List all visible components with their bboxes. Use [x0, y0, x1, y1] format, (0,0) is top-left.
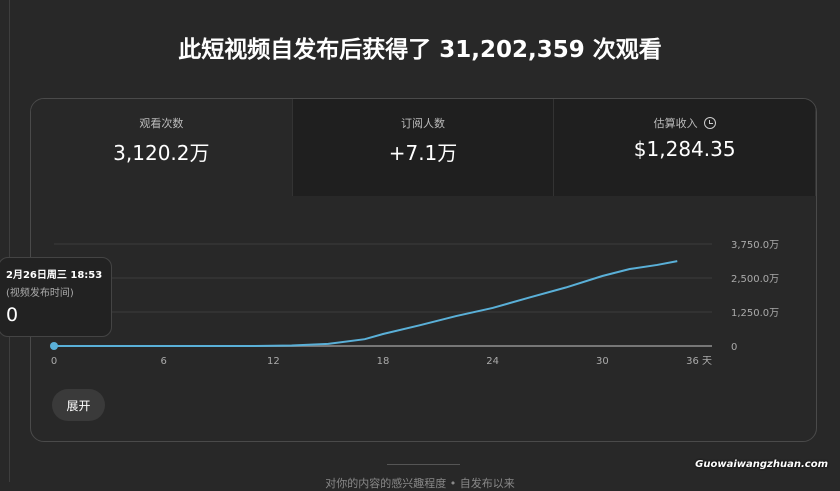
chart-tooltip: 2月26日周三 18:53 (视频发布时间) 0	[0, 257, 112, 337]
x-tick-label: 18	[377, 356, 390, 367]
y-tick-label: 2,500.0万	[731, 274, 779, 285]
tooltip-value: 0	[6, 304, 19, 326]
tooltip-note: (视频发布时间)	[6, 288, 74, 299]
card-revenue[interactable]: 估算收入 $1,284.35	[554, 99, 816, 196]
y-tick-label: 1,250.0万	[731, 308, 779, 319]
y-tick-label: 0	[731, 342, 737, 353]
x-tick-label: 30	[596, 356, 609, 367]
card-value: 3,120.2万	[113, 141, 210, 165]
card-value: +7.1万	[388, 141, 458, 165]
y-tick-label: 3,750.0万	[731, 240, 779, 251]
tooltip-date: 2月26日周三 18:53	[6, 270, 103, 281]
clock-icon[interactable]	[703, 117, 716, 129]
expand-button[interactable]: 展开	[52, 389, 105, 421]
card-label: 观看次数	[139, 117, 184, 130]
x-tick-label: 6	[160, 356, 166, 367]
card-label: 订阅人数	[401, 117, 445, 130]
card-views[interactable]: 观看次数 3,120.2万	[31, 99, 293, 196]
card-subscribers[interactable]: 订阅人数 +7.1万	[292, 99, 555, 196]
series-line	[54, 260, 678, 347]
x-tick-label: 12	[267, 356, 280, 367]
x-tick-label: 0	[51, 356, 57, 367]
page-title: 此短视频自发布后获得了 31,202,359 次观看	[178, 37, 662, 63]
data-point	[50, 342, 58, 350]
watermark: Guowaiwangzhuan.com	[695, 459, 828, 470]
divider	[387, 464, 460, 465]
analytics-panel: 观看次数 3,120.2万 订阅人数 +7.1万 估算收入 $1,284.35	[30, 98, 817, 442]
card-label: 估算收入	[554, 115, 815, 131]
x-tick-label: 36 天	[686, 356, 712, 367]
x-tick-label: 24	[486, 356, 499, 367]
divider	[9, 0, 10, 482]
card-value: $1,284.35	[633, 137, 736, 161]
section-subtitle: 对你的内容的感兴趣程度 • 自发布以来	[325, 477, 515, 490]
